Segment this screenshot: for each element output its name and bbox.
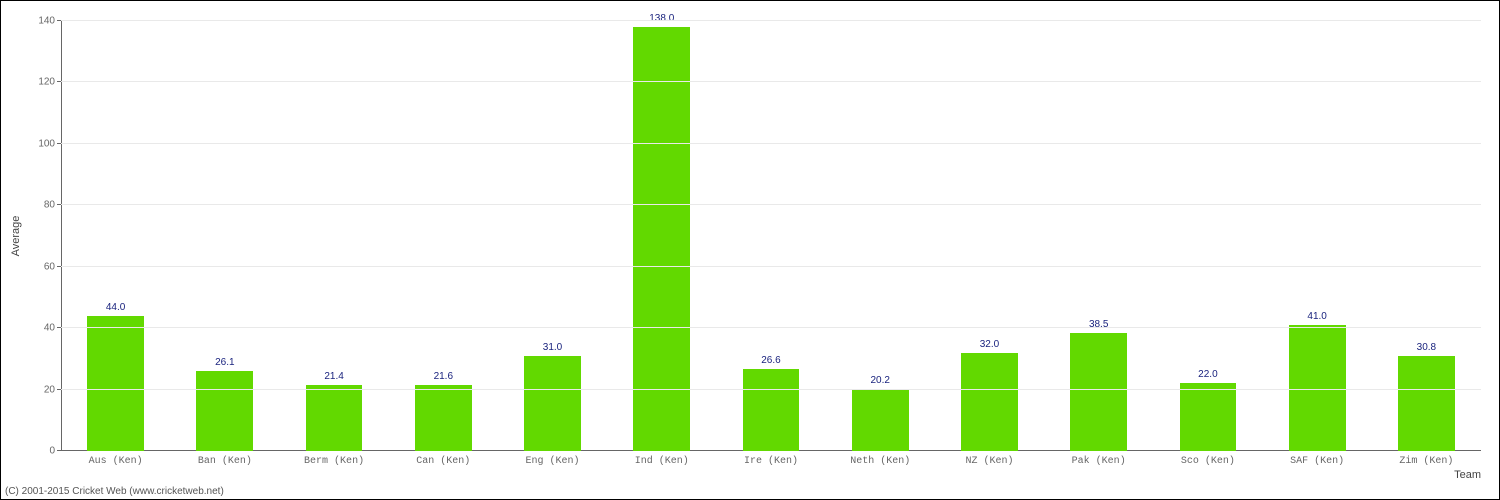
y-axis-label: Average [10,216,22,257]
x-tick-label: Can (Ken) [416,456,470,467]
gridline [61,327,1481,328]
gridline [61,204,1481,205]
x-tick-label: Eng (Ken) [526,456,580,467]
y-tick-label: 120 [38,77,61,88]
bar-value-label: 20.2 [870,375,889,386]
bar-value-label: 21.4 [324,371,343,382]
bar-value-label: 26.1 [215,357,234,368]
x-tick-label: SAF (Ken) [1290,456,1344,467]
x-tick-label: NZ (Ken) [965,456,1013,467]
bar: 32.0 [961,353,1018,451]
gridline [61,266,1481,267]
x-tick-label: Berm (Ken) [304,456,364,467]
bar-value-label: 22.0 [1198,369,1217,380]
x-tick-label: Ire (Ken) [744,456,798,467]
bar-value-label: 41.0 [1307,311,1326,322]
y-tick-label: 60 [44,261,61,272]
x-tick-label: Pak (Ken) [1072,456,1126,467]
x-tick-label: Ind (Ken) [635,456,689,467]
y-tick-label: 100 [38,138,61,149]
x-tick-label: Zim (Ken) [1399,456,1453,467]
bars-region: 44.0 26.1 21.4 21.6 31.0 138.0 26.6 20.2 32.0 38.… [61,21,1481,451]
bar-value-label: 26.6 [761,355,780,366]
bar: 26.1 [196,371,253,451]
y-tick-label: 140 [38,16,61,27]
bar: 138.0 [633,27,690,451]
y-tick-label: 20 [44,384,61,395]
x-tick-label: Sco (Ken) [1181,456,1235,467]
footer-copyright: (C) 2001-2015 Cricket Web (www.cricketwe… [5,486,224,497]
y-tick-label: 0 [49,446,61,457]
bar: 21.4 [306,385,363,451]
bar-value-label: 32.0 [980,339,999,350]
gridline [61,20,1481,21]
x-axis-label: Team [1454,469,1481,481]
x-tick-label: Ban (Ken) [198,456,252,467]
bar: 44.0 [87,316,144,451]
plot-area: Average Team 44.026.121.421.631.0138.026… [61,21,1481,451]
bar-value-label: 31.0 [543,342,562,353]
gridline [61,389,1481,390]
bar: 21.6 [415,385,472,451]
y-tick-label: 40 [44,323,61,334]
bar-value-label: 138.0 [649,13,674,24]
bar: 26.6 [743,369,800,451]
y-tick-label: 80 [44,200,61,211]
bar-value-label: 30.8 [1417,342,1436,353]
x-tick-label: Neth (Ken) [850,456,910,467]
bar: 20.2 [852,389,909,451]
x-tick-label: Aus (Ken) [89,456,143,467]
bar: 30.8 [1398,356,1455,451]
bar: 31.0 [524,356,581,451]
bar: 22.0 [1180,383,1237,451]
chart-container: Average Team 44.0 26.1 21.4 21.6 31.0 138.0 26… [0,0,1500,500]
bar-value-label: 21.6 [434,371,453,382]
gridline [61,81,1481,82]
bar-value-label: 44.0 [106,302,125,313]
gridline [61,143,1481,144]
bar: 38.5 [1070,333,1127,451]
